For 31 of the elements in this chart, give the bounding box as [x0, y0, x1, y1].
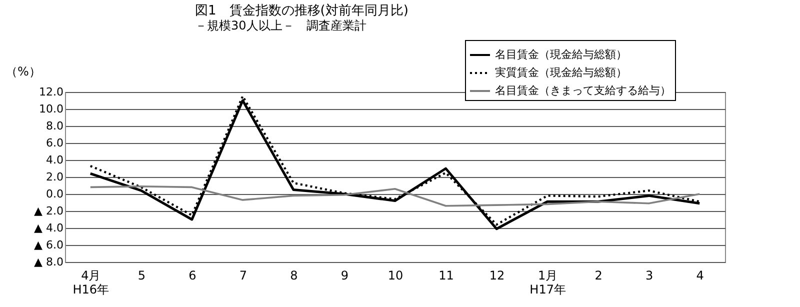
y-tick-label: 12.0 [39, 86, 64, 98]
x-tick-label: 10 [388, 268, 404, 282]
legend-label: 実質賃金（現金給与総額） [495, 66, 627, 79]
x-tick-label: 1月 H17年 [530, 268, 566, 296]
x-tick-label: 5 [138, 268, 146, 282]
x-tick-label: 7 [239, 268, 248, 282]
chart-title: 図1 賃金指数の推移(対前年同月比) [195, 2, 408, 18]
y-tick-label: ▲ 4.0 [34, 222, 64, 234]
legend-label: 名目賃金（きまって支給する給与） [495, 84, 671, 97]
legend-label: 名目賃金（現金給与総額） [495, 48, 627, 61]
x-tick-label: 12 [489, 268, 505, 282]
x-tick-label: 3 [646, 268, 654, 282]
y-tick-label: ▲ 2.0 [34, 204, 64, 218]
chart-subtitle: －規模30人以上－ 調査産業計 [195, 18, 366, 32]
line-series [89, 185, 701, 207]
x-tick-label: 4月 H16年 [72, 268, 110, 296]
y-tick-label: 6.0 [46, 136, 64, 150]
y-tick-label: 0.0 [46, 188, 64, 200]
y-tick-label: ▲ 6.0 [34, 238, 64, 252]
y-tick-label: 8.0 [46, 120, 64, 132]
x-tick-label: 2 [594, 268, 602, 282]
y-tick-label: 2.0 [46, 170, 64, 184]
x-tick-label: 6 [188, 268, 196, 282]
y-axis-title: （%） [6, 64, 41, 78]
y-tick-label: 10.0 [39, 102, 64, 116]
y-tick-label: ▲ 8.0 [34, 256, 64, 268]
x-tick-label: 9 [340, 268, 349, 282]
x-tick-label: 11 [438, 268, 454, 282]
x-tick-label: 8 [290, 268, 298, 282]
x-tick-label: 4 [696, 268, 704, 282]
y-tick-label: 4.0 [46, 154, 64, 166]
